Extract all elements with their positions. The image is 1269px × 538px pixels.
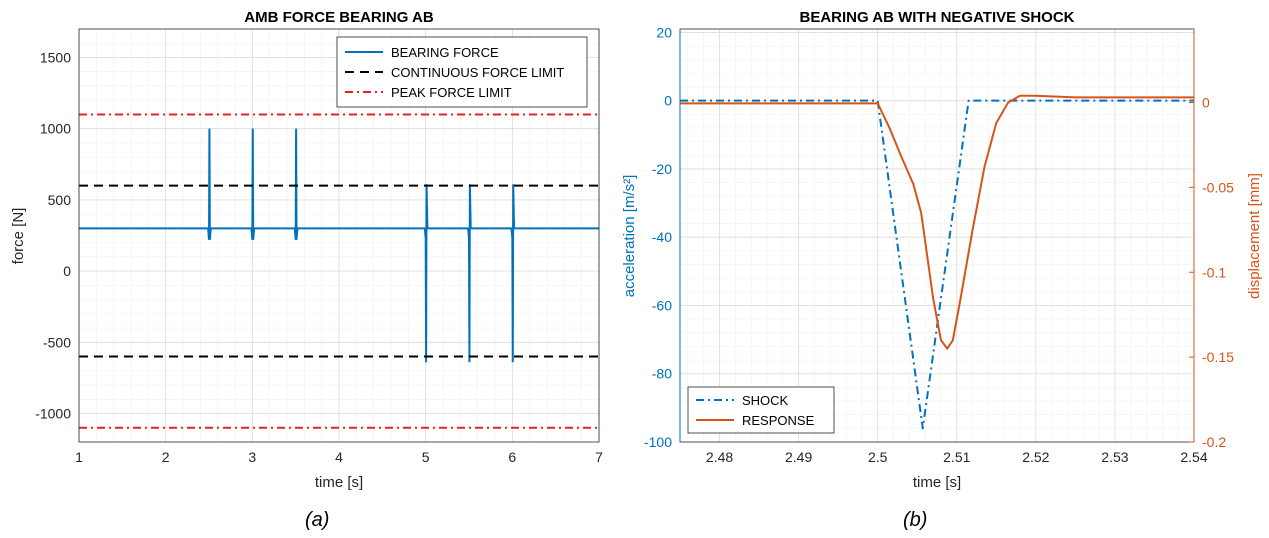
x-tick-label: 1 xyxy=(75,449,83,465)
series-b xyxy=(680,94,1194,430)
legend-label: SHOCK xyxy=(742,393,789,408)
ticks-a: 1 2 3 4 5 6 7 -1000 -500 0 500 1000 1500 xyxy=(35,49,603,465)
plot-area-b xyxy=(680,29,1194,442)
legend-label: RESPONSE xyxy=(742,413,815,428)
y-tick-label-right: -0.15 xyxy=(1202,349,1234,365)
chart-a-title: AMB FORCE BEARING AB xyxy=(244,9,434,26)
grid-a xyxy=(78,28,600,443)
y-tick-label-left: -40 xyxy=(652,229,672,245)
y-tick-label-right: -0.05 xyxy=(1202,179,1234,195)
x-tick-label: 2 xyxy=(162,449,170,465)
x-tick-label: 2.51 xyxy=(943,449,970,465)
chart-a-xlabel: time [s] xyxy=(315,474,363,491)
x-tick-label: 7 xyxy=(595,449,603,465)
legend-label: PEAK FORCE LIMIT xyxy=(391,85,512,100)
y-tick-label-left: -100 xyxy=(644,434,672,450)
legend-label: CONTINUOUS FORCE LIMIT xyxy=(391,65,564,80)
chart-b-ylabel-right: displacement [mm] xyxy=(1246,173,1263,299)
legend-label: BEARING FORCE xyxy=(391,45,499,60)
legend-box xyxy=(687,386,835,434)
chart-b-ylabel-left: acceleration [m/s²] xyxy=(621,175,638,298)
y-tick-label-left: -20 xyxy=(652,161,672,177)
y-tick-label-left: 20 xyxy=(656,24,672,40)
caption-b: (b) xyxy=(903,509,927,531)
chart-b-xlabel: time [s] xyxy=(913,474,961,491)
y-tick-label-right: -0.1 xyxy=(1202,264,1226,280)
x-tick-label: 2.53 xyxy=(1101,449,1128,465)
legend-b: SHOCK RESPONSE xyxy=(687,386,835,434)
chart-a-ylabel: force [N] xyxy=(10,208,27,265)
series-a xyxy=(79,113,599,429)
y-tick-label: -1000 xyxy=(35,406,71,422)
caption-a: (a) xyxy=(305,509,329,531)
chart-b-title: BEARING AB WITH NEGATIVE SHOCK xyxy=(799,9,1074,26)
x-tick-label: 2.52 xyxy=(1022,449,1049,465)
y-tick-label: 500 xyxy=(48,192,72,208)
y-tick-label-right: -0.2 xyxy=(1202,434,1226,450)
x-tick-label: 4 xyxy=(335,449,343,465)
y-tick-label: 1000 xyxy=(40,121,71,137)
y-tick-label-left: 0 xyxy=(664,93,672,109)
y-tick-label: 0 xyxy=(63,263,71,279)
x-tick-label: 2.54 xyxy=(1180,449,1207,465)
y-tick-label-right: 0 xyxy=(1202,95,1210,111)
y-tick-label: -500 xyxy=(43,334,71,350)
x-tick-label: 2.5 xyxy=(868,449,888,465)
y-tick-label-left: -60 xyxy=(652,297,672,313)
series-line xyxy=(79,128,599,363)
x-tick-label: 5 xyxy=(422,449,430,465)
series-line xyxy=(680,99,1194,430)
x-tick-label: 6 xyxy=(508,449,516,465)
ticks-b: 2.48 2.49 2.5 2.51 2.52 2.53 2.54 -100 -80 -60 -40… xyxy=(644,24,1234,465)
grid-b xyxy=(680,29,1195,443)
series-line xyxy=(680,94,1194,350)
chart-b: 2.48 2.49 2.5 2.51 2.52 2.53 2.54 -100 -80 -60 -40… xyxy=(621,9,1263,531)
x-tick-label: 2.49 xyxy=(785,449,812,465)
y-tick-label: 1500 xyxy=(40,49,71,65)
legend-a: BEARING FORCE CONTINUOUS FORCE LIMIT PEAK … xyxy=(336,36,588,108)
x-tick-label: 2.48 xyxy=(706,449,733,465)
x-tick-label: 3 xyxy=(248,449,256,465)
y-tick-label-left: -80 xyxy=(652,366,672,382)
chart-a: 1 2 3 4 5 6 7 -1000 -500 0 500 1000 1500 AMB FORCE B… xyxy=(10,9,603,531)
axes-box-a xyxy=(78,28,600,443)
